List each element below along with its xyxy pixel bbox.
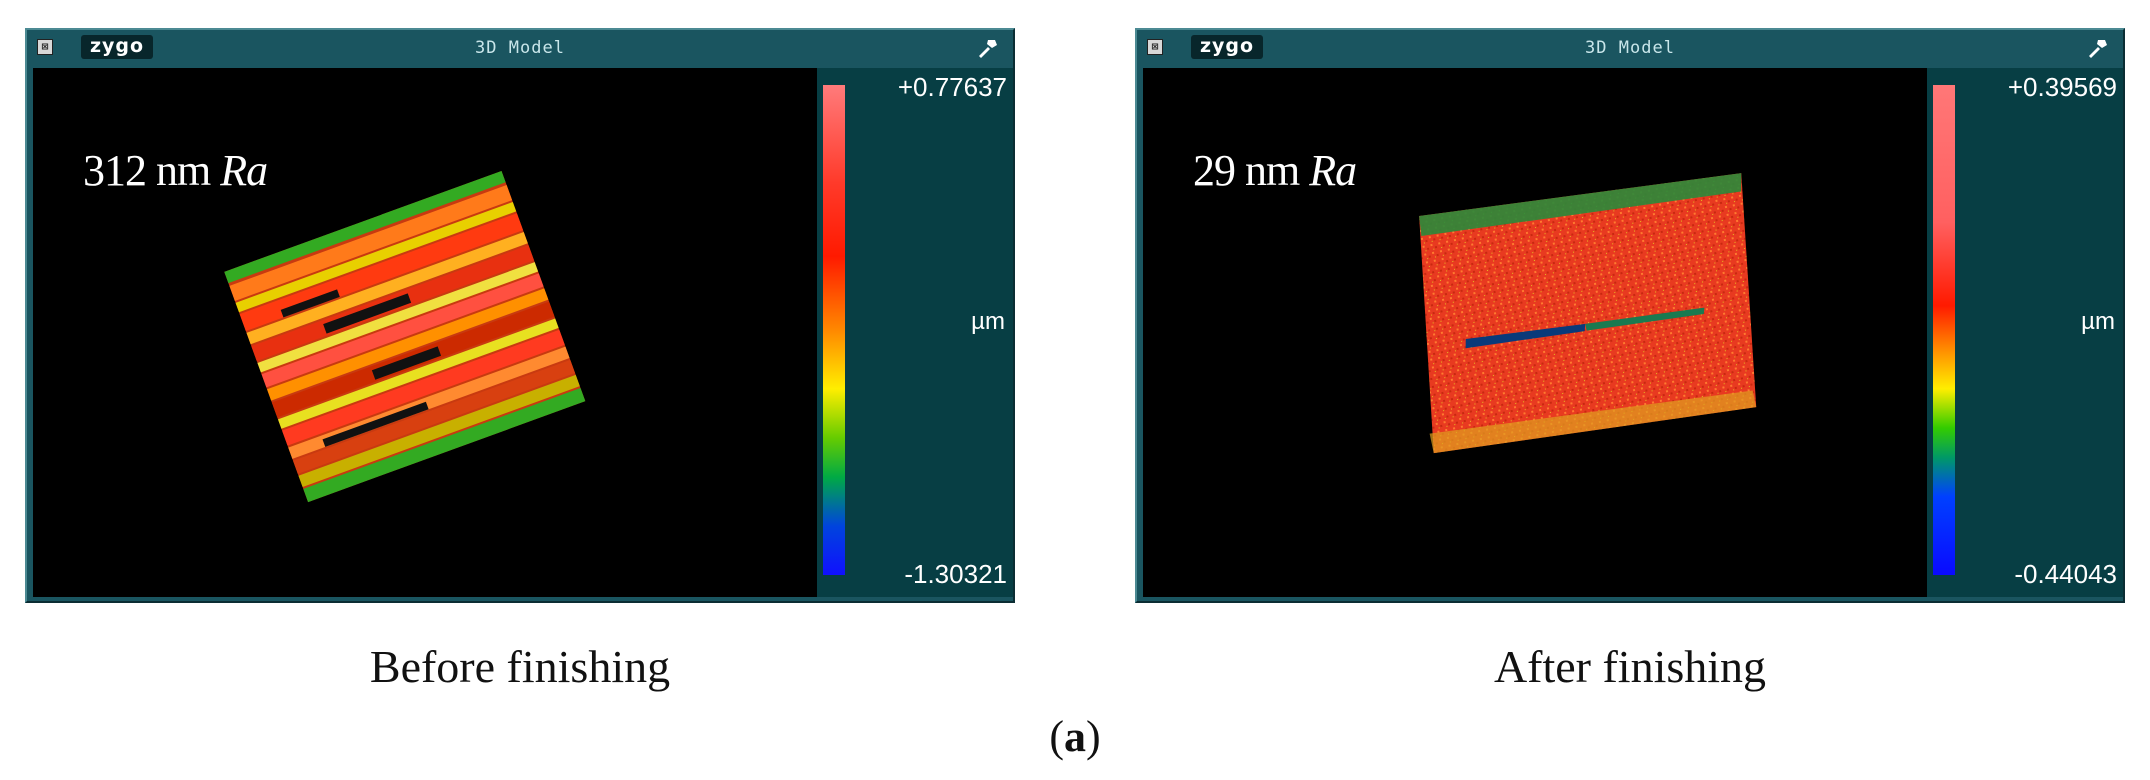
close-icon[interactable]: ⊠ [37,39,53,55]
caption-after: After finishing [1493,641,1767,692]
zygo-logo: zygo [81,35,153,59]
window-title: 3D Model [475,38,565,58]
color-scale-panel: +0.77637 µm -1.30321 [817,68,1013,597]
window-title: 3D Model [1585,38,1675,58]
roughness-value: 312 nm [83,146,211,195]
surface-plot-before [224,170,586,503]
window-titlebar: ⊠ zygo 3D Model [1137,30,2123,66]
close-icon[interactable]: ⊠ [1147,39,1163,55]
window-titlebar: ⊠ zygo 3D Model [27,30,1013,66]
color-scale-bar [1933,85,1955,575]
subfigure-close: ) [1086,712,1101,761]
subfigure-letter: a [1064,712,1086,761]
surface-plot-after [1419,173,1757,454]
profilometer-window-after: ⊠ zygo 3D Model 29 nm Ra [1135,28,2125,603]
subfigure-label: (a) [0,710,2150,764]
profilometer-window-before: ⊠ zygo 3D Model 312 nm Ra [25,28,1015,603]
roughness-label: 312 nm Ra [83,146,268,196]
wrench-icon[interactable] [975,36,999,60]
scale-min-value: -1.30321 [904,559,1007,589]
scale-max-value: +0.77637 [897,72,1007,102]
roughness-label: 29 nm Ra [1193,146,1357,196]
zygo-logo: zygo [1191,35,1263,59]
3d-surface-viewport[interactable]: 29 nm Ra [1143,68,1927,597]
color-scale-panel: +0.39569 µm -0.44043 [1927,68,2123,597]
3d-surface-viewport[interactable]: 312 nm Ra [33,68,817,597]
scale-min-value: -0.44043 [2014,559,2117,589]
roughness-value: 29 nm [1193,146,1300,195]
roughness-unit: Ra [220,146,268,195]
scale-unit: µm [2081,308,2115,335]
caption-before: Before finishing [369,641,671,692]
roughness-unit: Ra [1309,146,1357,195]
wrench-icon[interactable] [2085,36,2109,60]
scale-max-value: +0.39569 [2007,72,2117,102]
scale-unit: µm [971,308,1005,335]
subfigure-open: ( [1049,712,1064,761]
color-scale-bar [823,85,845,575]
